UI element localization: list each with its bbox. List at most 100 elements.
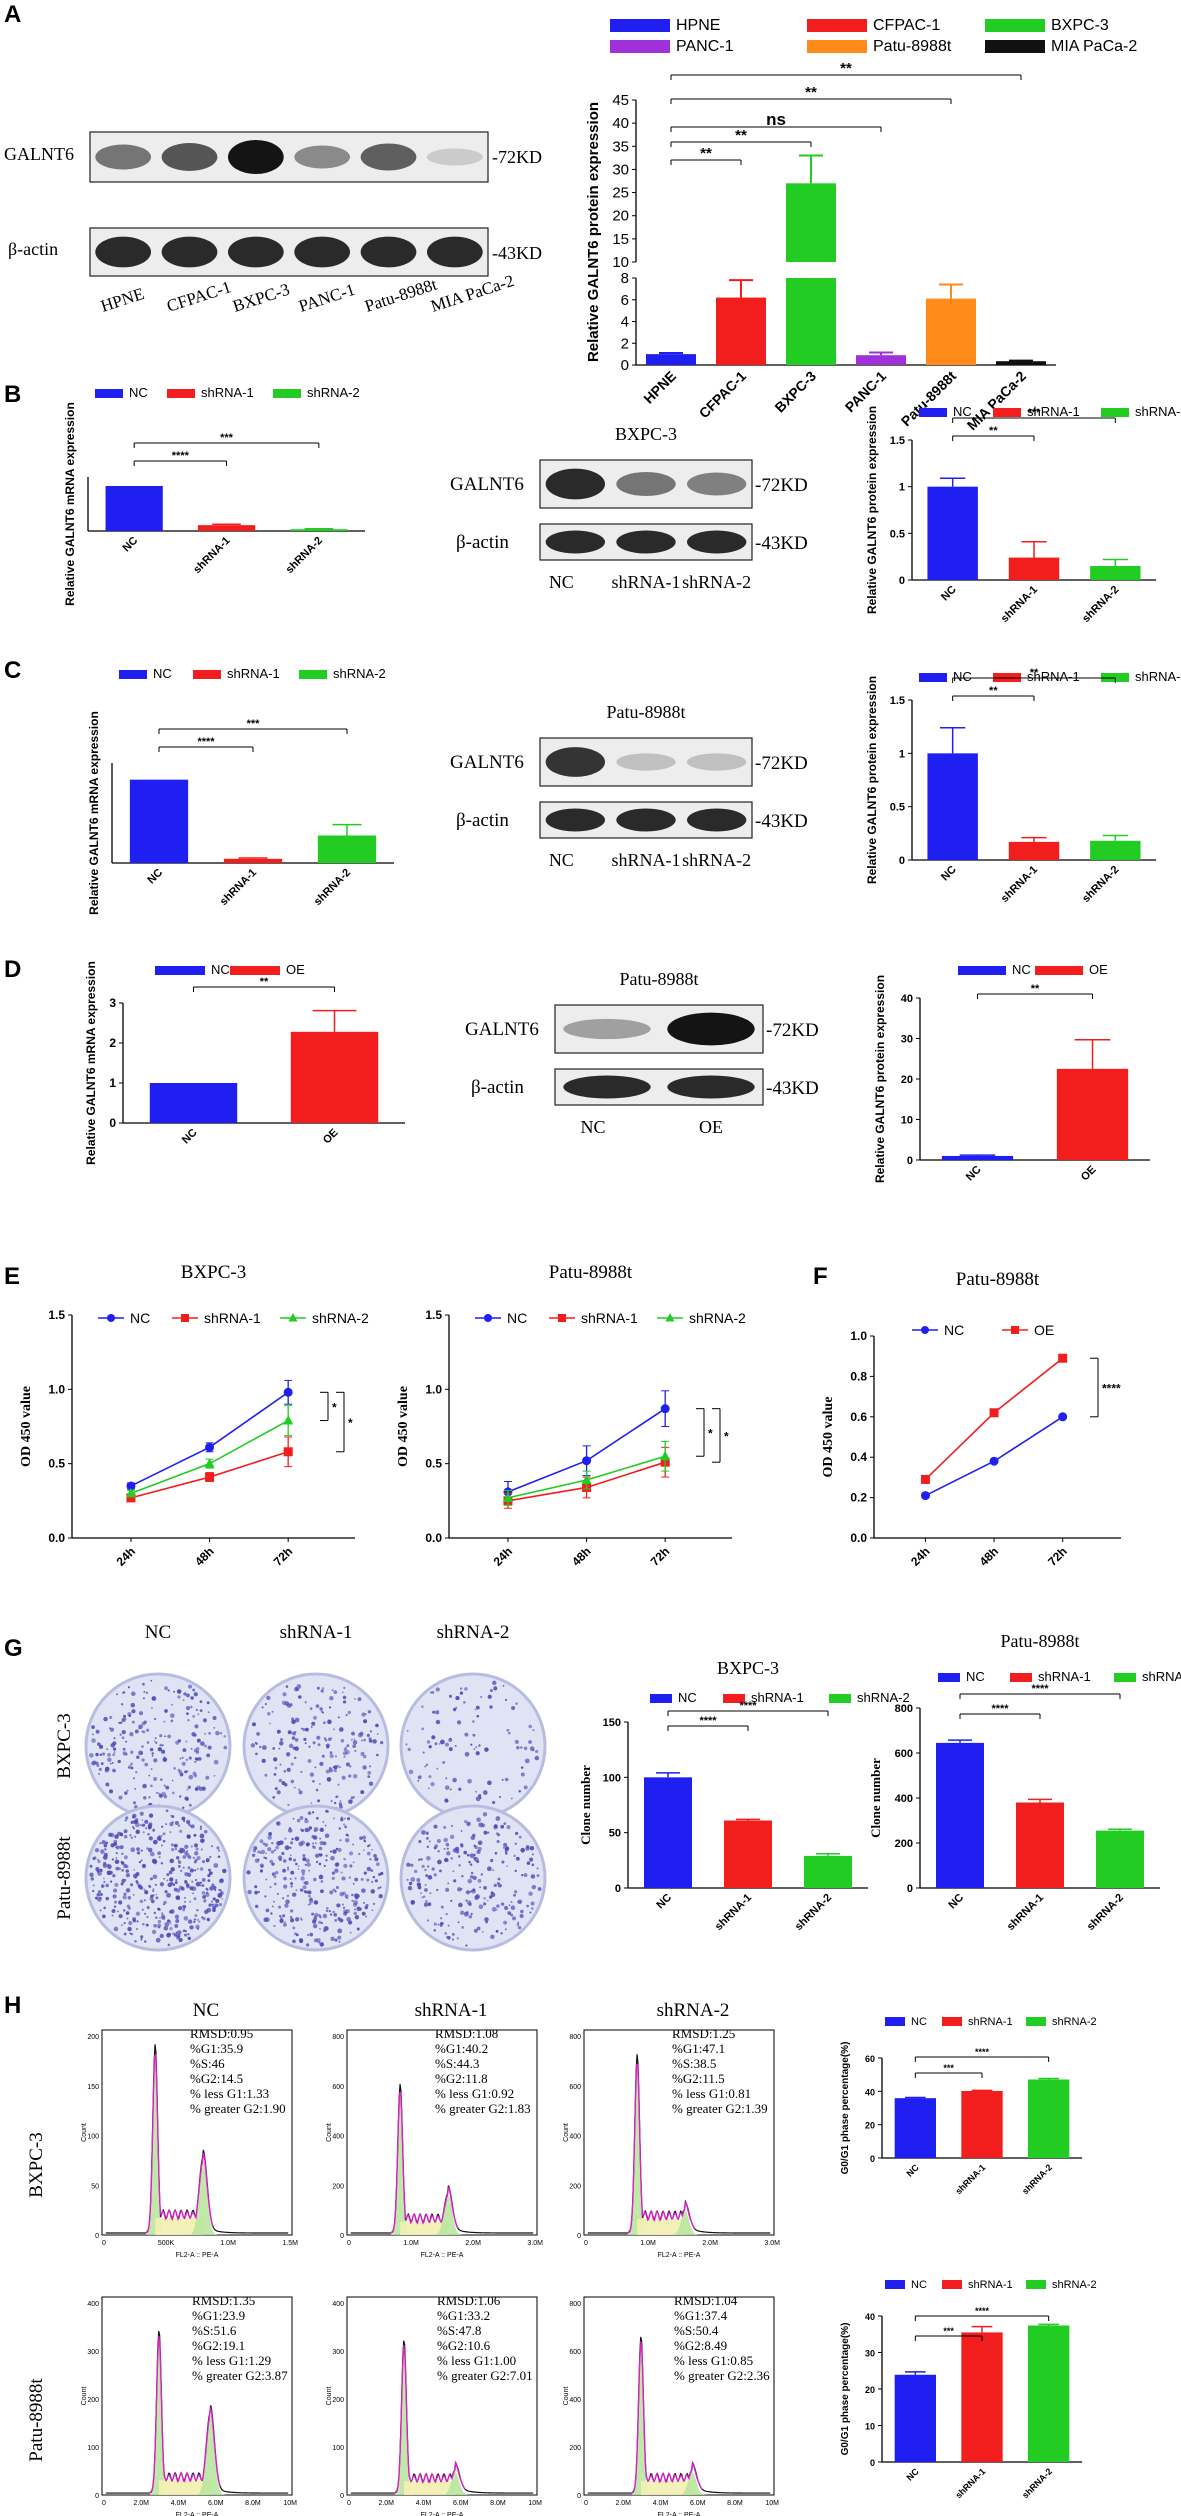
colony-dot: [186, 1712, 189, 1716]
colony-dot: [111, 1761, 114, 1764]
colony-dot: [346, 1916, 351, 1922]
colony-dot: [121, 1868, 124, 1872]
colony-dot: [159, 1743, 163, 1747]
hist-y-label: Count: [563, 2123, 570, 2142]
colony-dot: [177, 1930, 182, 1935]
colony-dot: [92, 1889, 95, 1893]
colony-dot: [198, 1920, 201, 1923]
colony-dot: [363, 1719, 368, 1724]
colony-dot: [150, 1768, 153, 1771]
colony-dot: [508, 1904, 511, 1907]
blot-lane-label: MIA PaCa-2: [428, 271, 516, 316]
colony-dot: [312, 1923, 318, 1929]
colony-dot: [422, 1751, 425, 1754]
colony-dot: [247, 1889, 252, 1895]
y-tick-label: 1.5: [425, 1308, 442, 1322]
legend-swatch: [885, 2017, 905, 2026]
bar-Patu-8988t: [926, 298, 976, 365]
bar-shRNA-2: [1028, 2079, 1070, 2158]
colony-dot: [146, 1728, 150, 1732]
colony-dot: [518, 1789, 521, 1793]
colony-dot: [95, 1896, 98, 1900]
colony-dot: [369, 1765, 372, 1768]
colony-dot: [201, 1916, 204, 1919]
colony-dot: [338, 1827, 341, 1830]
colony-dot: [473, 1857, 479, 1862]
colony-dot: [365, 1915, 367, 1918]
colony-dot: [282, 1914, 286, 1918]
colony-dot: [429, 1691, 433, 1694]
colony-dot: [150, 1784, 153, 1788]
colony-dot: [299, 1828, 303, 1831]
colony-dot: [495, 1929, 499, 1933]
colony-dot: [320, 1689, 324, 1693]
hist-stat-line: %G1:47.1: [672, 2041, 725, 2056]
colony-dot: [143, 1899, 147, 1902]
legend-swatch: [723, 1694, 745, 1703]
chart-title: Patu-8988t: [549, 1262, 633, 1283]
legend-marker: [1011, 1326, 1019, 1334]
colony-dot: [136, 1851, 141, 1855]
colony-dot: [433, 1922, 437, 1926]
legend-label: shRNA-2: [307, 385, 360, 400]
colony-dot: [444, 1785, 450, 1790]
colony-dot: [136, 1847, 140, 1851]
colony-dot: [195, 1746, 200, 1751]
point-NC: [126, 1481, 136, 1491]
colony-dot: [452, 1777, 457, 1783]
colony-dot: [143, 1888, 146, 1891]
colony-dot: [483, 1886, 487, 1890]
colony-dot: [466, 1821, 471, 1827]
colony-dot: [306, 1843, 309, 1847]
colony-dot: [107, 1753, 111, 1757]
colony-dot: [334, 1862, 340, 1867]
legend-label: shRNA-1: [1038, 1669, 1091, 1684]
legend-swatch: [829, 1694, 851, 1703]
colony-dot: [200, 1884, 202, 1887]
colony-dot: [125, 1869, 129, 1873]
blot-lane-label: NC: [580, 1117, 605, 1137]
colony-dot: [115, 1846, 118, 1849]
colony-dot: [109, 1727, 114, 1732]
colony-dot: [130, 1750, 134, 1754]
colony-dot: [424, 1888, 428, 1892]
colony-dot: [474, 1708, 477, 1711]
colony-dot: [190, 1705, 193, 1709]
y-tick-label: 1.0: [850, 1329, 867, 1343]
colony-dot: [357, 1906, 360, 1909]
colony-dot: [129, 1732, 134, 1737]
colony-dot: [176, 1933, 181, 1938]
colony-dot: [446, 1851, 451, 1856]
colony-dot: [289, 1702, 293, 1707]
colony-dot: [153, 1776, 158, 1781]
colony-dot: [96, 1764, 100, 1768]
colony-dot: [476, 1817, 481, 1823]
g1-peak-fill: [625, 2055, 649, 2235]
colony-dot: [251, 1853, 256, 1857]
colony-dot: [347, 1834, 349, 1837]
colony-plate: [84, 1804, 232, 1952]
colony-dot: [500, 1932, 503, 1935]
y-tick-label: 15: [612, 231, 629, 248]
colony-dot: [366, 1733, 370, 1737]
colony-dot: [286, 1868, 290, 1871]
y-tick-label: 0.4: [850, 1450, 867, 1464]
colony-dot: [368, 1781, 374, 1786]
colony-dot: [153, 1740, 156, 1742]
colony-dot: [106, 1748, 109, 1751]
colony-dot: [328, 1768, 334, 1773]
colony-dot: [113, 1751, 116, 1753]
colony-dot: [334, 1919, 338, 1922]
colony-dot: [185, 1706, 191, 1711]
x-tick-label: 72h: [1045, 1544, 1070, 1569]
colony-dot: [354, 1749, 357, 1752]
colony-dot: [138, 1885, 143, 1890]
colony-dot: [193, 1833, 197, 1837]
colony-dot: [140, 1859, 143, 1862]
x-tick-label: 24h: [491, 1544, 516, 1569]
blot-size-top: -72KD: [492, 147, 542, 167]
colony-dot: [188, 1774, 194, 1780]
hist-stat-line: % less G1:0.85: [674, 2353, 753, 2368]
